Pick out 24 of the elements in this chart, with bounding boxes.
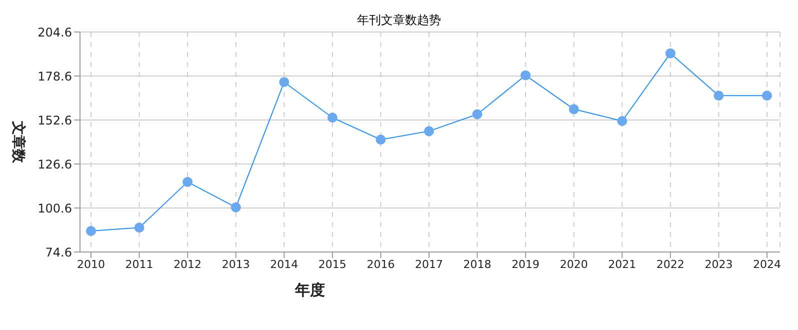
x-tick-label: 2017 bbox=[415, 258, 443, 271]
y-tick-label: 204.6 bbox=[38, 25, 72, 40]
x-axis-title: 年度 bbox=[294, 281, 325, 299]
y-tick-label: 152.6 bbox=[38, 113, 72, 128]
x-tick-label: 2024 bbox=[753, 258, 781, 271]
x-tick-label: 2013 bbox=[222, 258, 250, 271]
x-tick-label: 2014 bbox=[270, 258, 298, 271]
x-tick-label: 2018 bbox=[463, 258, 492, 271]
y-tick-label: 100.6 bbox=[38, 201, 72, 216]
x-tick-label: 2019 bbox=[512, 258, 540, 271]
chart-title: 年刊文章数趋势 bbox=[357, 13, 441, 27]
x-tick-label: 2010 bbox=[77, 258, 105, 271]
x-tick-label: 2016 bbox=[366, 258, 395, 271]
x-tick-label: 2012 bbox=[174, 258, 202, 271]
y-tick-label: 178.6 bbox=[38, 69, 72, 84]
x-tick-label: 2022 bbox=[656, 258, 684, 271]
y-tick-label: 126.6 bbox=[38, 157, 72, 172]
y-axis-title: 文章数 bbox=[10, 120, 28, 164]
x-tick-label: 2021 bbox=[608, 258, 636, 271]
x-tick-label: 2023 bbox=[704, 258, 733, 271]
x-tick-label: 2020 bbox=[560, 258, 588, 271]
y-tick-label: 74.6 bbox=[45, 245, 72, 260]
x-tick-label: 2015 bbox=[318, 258, 346, 271]
x-tick-label: 2011 bbox=[125, 258, 154, 271]
